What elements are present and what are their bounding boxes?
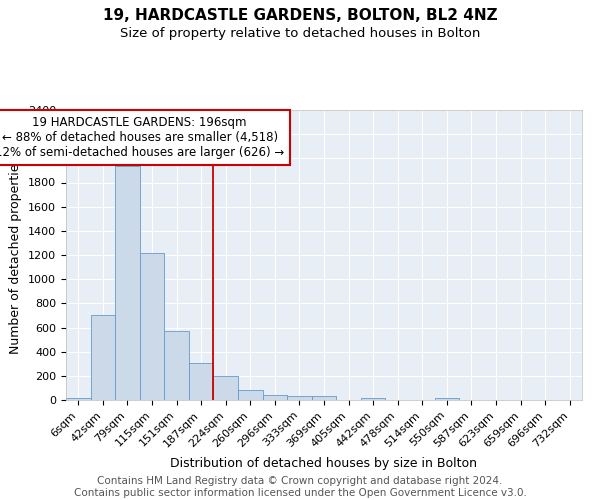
Bar	[140, 252, 164, 400]
Bar	[361, 398, 385, 400]
Bar	[189, 362, 214, 400]
Bar	[214, 376, 238, 400]
Bar	[263, 394, 287, 400]
Bar	[238, 390, 263, 400]
Bar	[91, 316, 115, 400]
Bar	[312, 396, 336, 400]
Bar	[434, 398, 459, 400]
X-axis label: Distribution of detached houses by size in Bolton: Distribution of detached houses by size …	[170, 457, 478, 470]
Text: Size of property relative to detached houses in Bolton: Size of property relative to detached ho…	[120, 28, 480, 40]
Bar	[287, 396, 312, 400]
Bar	[66, 398, 91, 400]
Text: 19 HARDCASTLE GARDENS: 196sqm
← 88% of detached houses are smaller (4,518)
12% o: 19 HARDCASTLE GARDENS: 196sqm ← 88% of d…	[0, 116, 284, 159]
Text: Contains HM Land Registry data © Crown copyright and database right 2024.
Contai: Contains HM Land Registry data © Crown c…	[74, 476, 526, 498]
Bar	[164, 331, 189, 400]
Y-axis label: Number of detached properties: Number of detached properties	[10, 156, 22, 354]
Bar	[115, 166, 140, 400]
Text: 19, HARDCASTLE GARDENS, BOLTON, BL2 4NZ: 19, HARDCASTLE GARDENS, BOLTON, BL2 4NZ	[103, 8, 497, 22]
